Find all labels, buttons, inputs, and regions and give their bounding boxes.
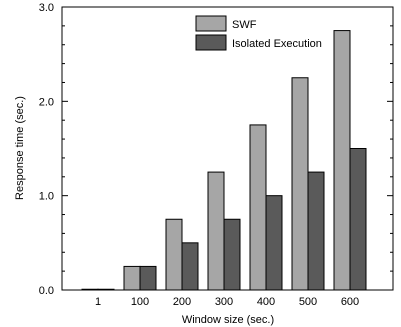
bar-isolated-execution [223,218,241,291]
bars [81,30,367,291]
bar-isolated-execution [97,288,115,291]
legend: SWF Isolated Execution [195,15,322,51]
bar-swf [165,218,183,291]
x-axis-title: Window size (sec.) [182,314,274,326]
y-axis-title: Response time (sec.) [14,96,26,200]
legend-label: Isolated Execution [232,38,322,50]
bar-isolated-execution [307,171,325,291]
x-axis: 1 100 200 300 400 500 600 [95,296,359,308]
y-tick-label: 3.0 [39,2,54,14]
y-tick-label: 2.0 [39,96,54,108]
bar-swf [249,124,267,291]
legend-swatch [195,15,227,32]
bar-swf [333,30,351,291]
bar-swf [291,77,309,291]
legend-swatch [195,34,227,51]
x-tick-label: 200 [173,296,191,308]
x-tick-label: 100 [131,296,149,308]
x-tick-label: 1 [95,296,101,308]
bar-isolated-execution [265,195,283,291]
y-tick-label: 1.0 [39,191,54,203]
x-tick-label: 400 [257,296,275,308]
bar-isolated-execution [139,265,157,291]
y-tick-label: 0.0 [39,285,54,297]
bar-swf [123,265,141,291]
x-tick-label: 500 [299,296,317,308]
bar-isolated-execution [181,242,199,291]
y-axis: 0.0 1.0 2.0 3.0 [39,2,393,297]
bar-swf [207,171,225,291]
x-tick-label: 600 [341,296,359,308]
legend-label: SWF [232,19,257,31]
bar-swf [81,288,99,291]
x-tick-label: 300 [215,296,233,308]
bar-isolated-execution [349,148,367,291]
